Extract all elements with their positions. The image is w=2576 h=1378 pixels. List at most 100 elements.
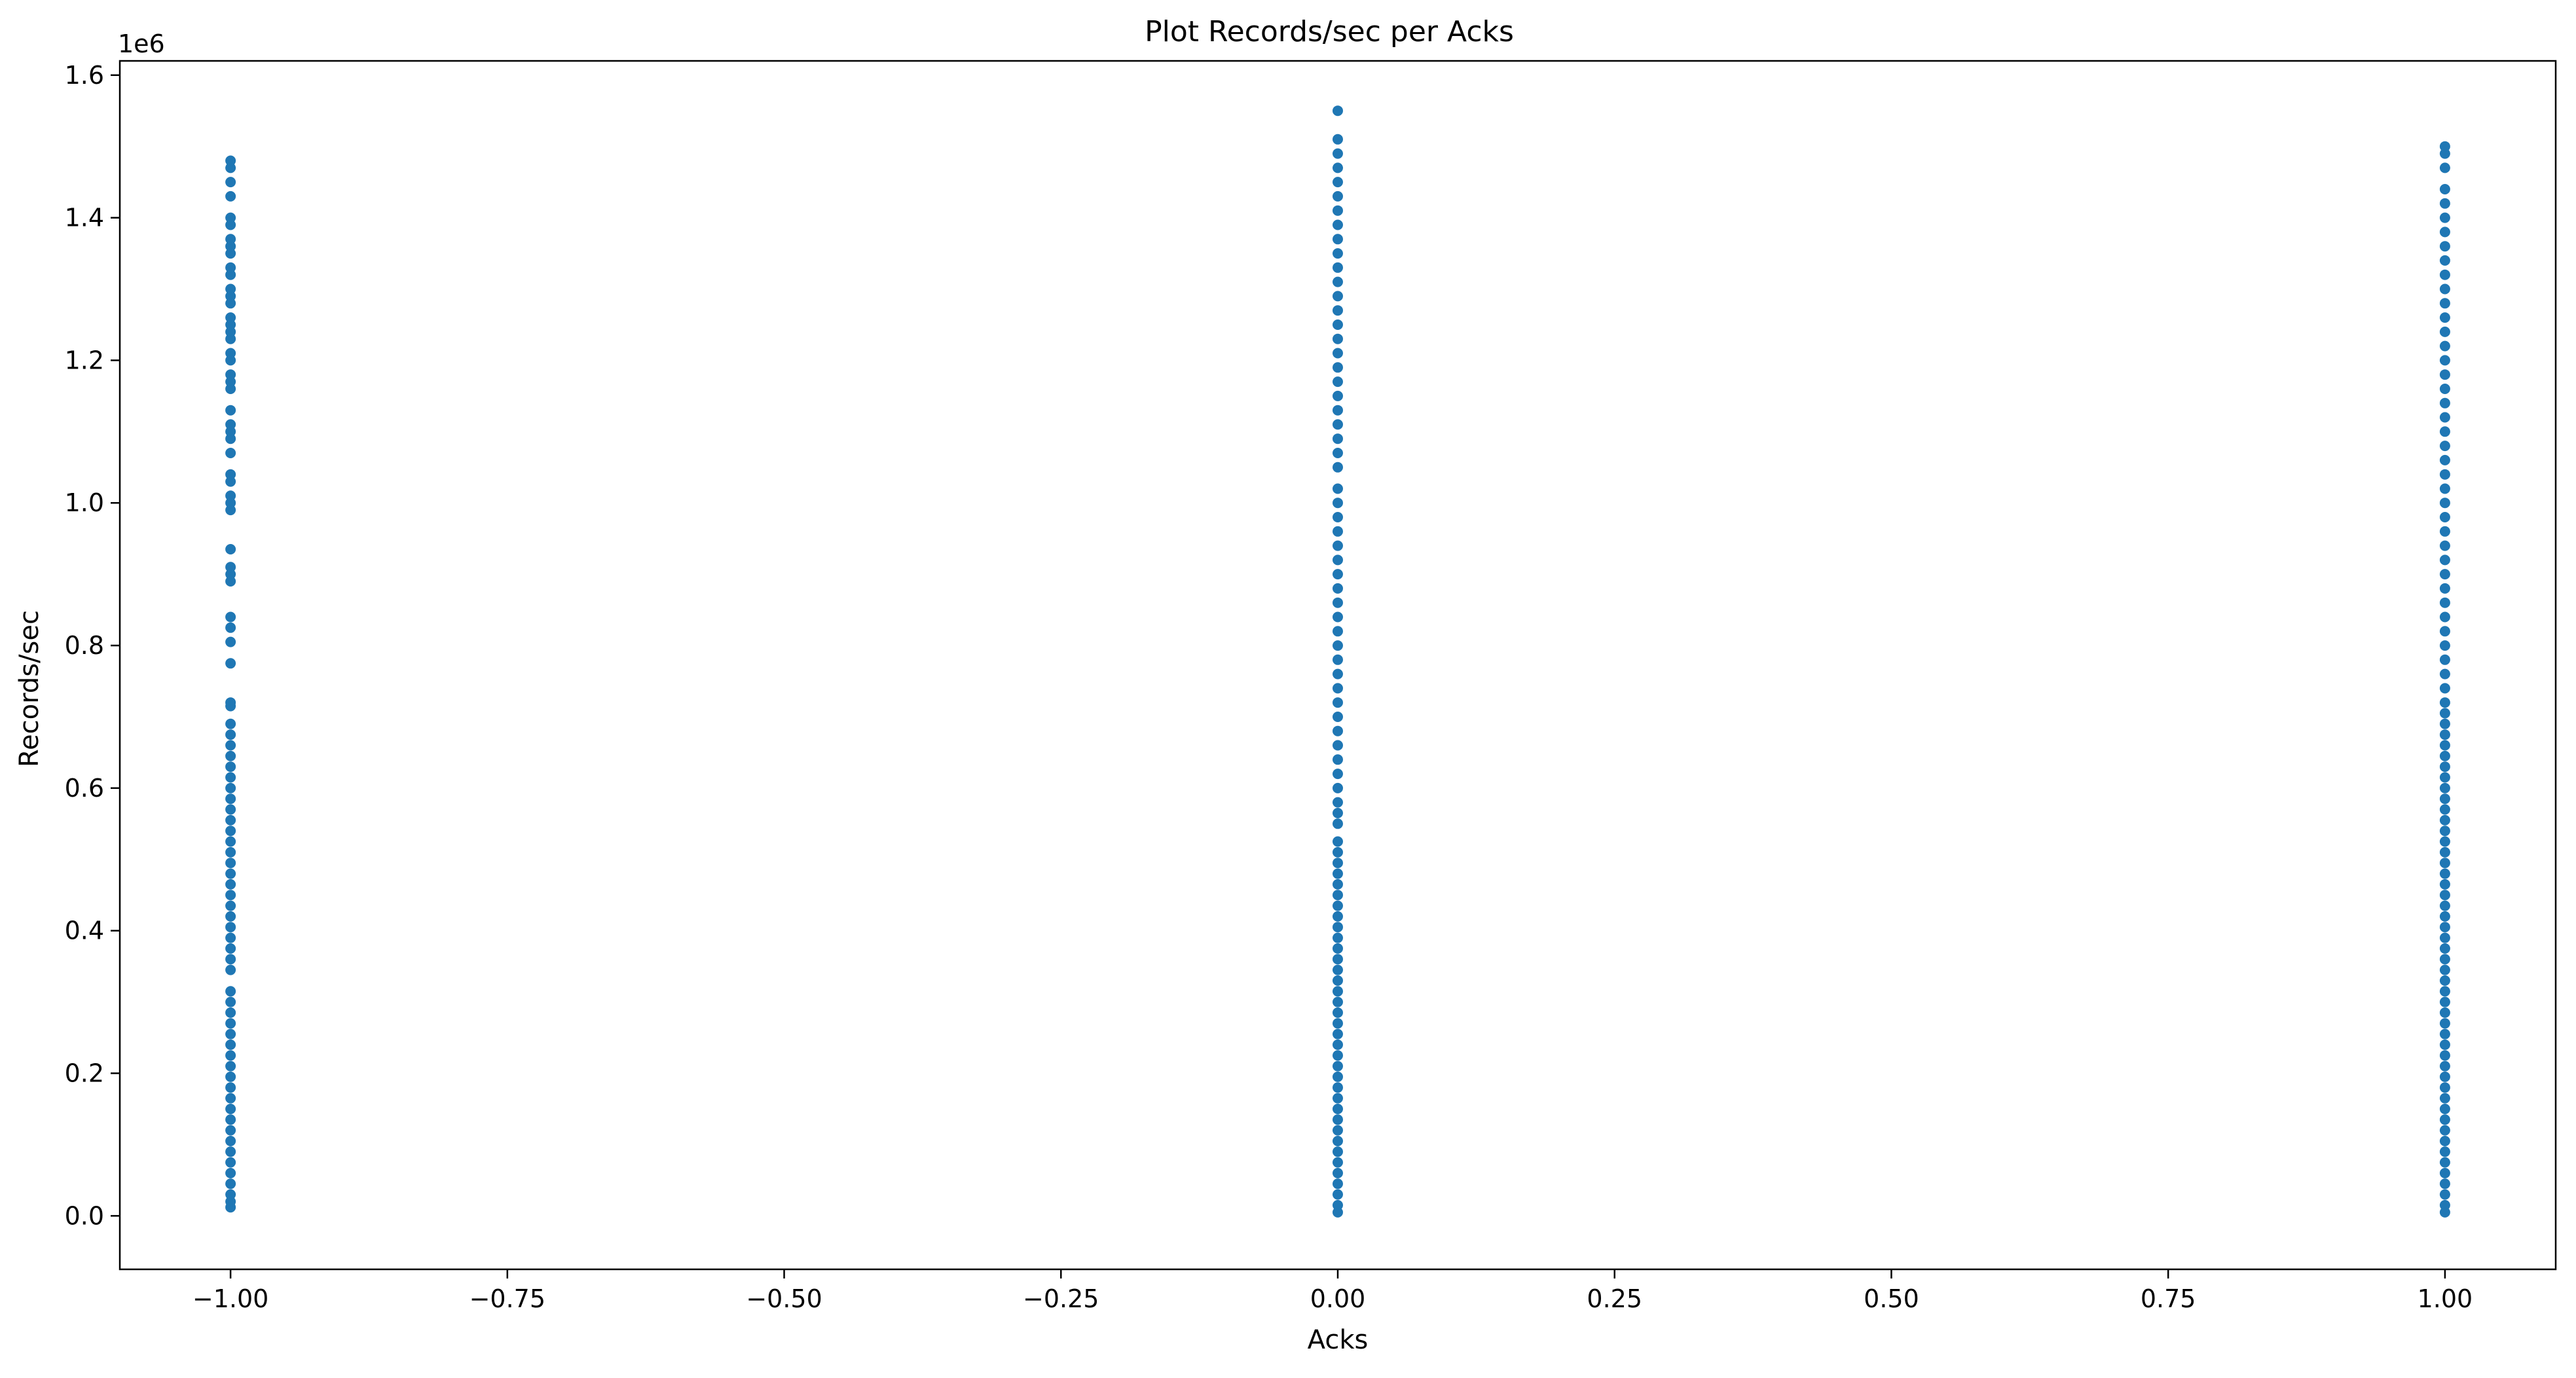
data-point <box>1333 148 1343 159</box>
data-point <box>225 1114 236 1125</box>
data-point <box>1333 540 1343 551</box>
data-point <box>225 369 236 380</box>
data-point <box>225 1007 236 1018</box>
data-point <box>2439 469 2450 480</box>
data-points <box>225 105 2450 1218</box>
data-point <box>2439 141 2450 152</box>
data-point <box>1333 975 1343 986</box>
data-point <box>1333 448 1343 458</box>
data-point <box>1333 419 1343 430</box>
data-point <box>225 622 236 633</box>
data-point <box>1333 836 1343 847</box>
data-point <box>2439 369 2450 380</box>
data-point <box>225 234 236 245</box>
data-point <box>1333 943 1343 954</box>
data-point <box>1333 697 1343 708</box>
data-point <box>225 1125 236 1136</box>
x-tick-label: 0.25 <box>1587 1284 1642 1313</box>
data-point <box>225 740 236 751</box>
data-point <box>1333 390 1343 401</box>
data-point <box>2439 793 2450 805</box>
data-point <box>2439 1082 2450 1093</box>
x-tick-label: −0.75 <box>469 1284 545 1313</box>
data-point <box>2439 162 2450 173</box>
x-tick-label: 1.00 <box>2418 1284 2473 1313</box>
data-point <box>225 846 236 858</box>
data-point <box>225 419 236 430</box>
data-point <box>1333 911 1343 922</box>
data-point <box>2439 1157 2450 1168</box>
data-point <box>225 718 236 729</box>
data-point <box>2439 1200 2450 1210</box>
data-point <box>2439 184 2450 194</box>
data-point <box>2439 1007 2450 1018</box>
data-point <box>1333 725 1343 736</box>
data-point <box>1333 498 1343 509</box>
data-point <box>2439 512 2450 522</box>
data-point <box>225 283 236 295</box>
data-point <box>225 761 236 772</box>
data-point <box>225 636 236 647</box>
data-point <box>2439 1114 2450 1125</box>
data-point <box>1333 190 1343 202</box>
data-point <box>2439 483 2450 494</box>
data-point <box>2439 954 2450 965</box>
data-point <box>225 1082 236 1093</box>
data-point <box>1333 879 1343 890</box>
data-point <box>2439 1189 2450 1200</box>
data-point <box>1333 248 1343 259</box>
data-point <box>2439 1178 2450 1189</box>
data-point <box>1333 234 1343 245</box>
data-point <box>1333 1028 1343 1040</box>
data-point <box>225 911 236 922</box>
data-point <box>1333 808 1343 818</box>
data-point <box>225 1061 236 1072</box>
data-point <box>1333 569 1343 580</box>
data-point <box>1333 954 1343 965</box>
chart-title: Plot Records/sec per Acks <box>1145 15 1514 48</box>
data-point <box>2439 858 2450 869</box>
data-point <box>225 611 236 623</box>
data-point <box>2439 441 2450 452</box>
data-point <box>1333 433 1343 444</box>
data-point <box>2439 922 2450 933</box>
data-point <box>2439 814 2450 825</box>
data-point <box>2439 740 2450 751</box>
data-point <box>225 1157 236 1168</box>
data-point <box>1333 858 1343 869</box>
data-point <box>1333 526 1343 537</box>
data-point <box>1333 362 1343 373</box>
data-point <box>2439 708 2450 719</box>
data-point <box>2439 1146 2450 1157</box>
data-point <box>2439 825 2450 837</box>
data-point <box>225 1018 236 1029</box>
data-point <box>1333 597 1343 608</box>
data-point <box>1333 1071 1343 1082</box>
data-point <box>1333 932 1343 943</box>
data-point <box>2439 312 2450 323</box>
data-point <box>1333 1093 1343 1104</box>
y-tick-label: 0.8 <box>65 631 104 660</box>
data-point <box>1333 996 1343 1007</box>
data-point <box>1333 900 1343 911</box>
data-point <box>2439 283 2450 295</box>
data-point <box>2439 454 2450 465</box>
data-point <box>1333 986 1343 997</box>
data-point <box>225 490 236 501</box>
data-point <box>2439 890 2450 901</box>
data-point <box>2439 1125 2450 1136</box>
data-point <box>1333 782 1343 793</box>
data-point <box>225 1146 236 1157</box>
data-point <box>2439 846 2450 858</box>
data-point <box>2439 326 2450 337</box>
data-point <box>225 262 236 273</box>
data-point <box>1333 1200 1343 1210</box>
data-point <box>1333 262 1343 273</box>
data-point <box>1333 1082 1343 1093</box>
data-point <box>1333 964 1343 975</box>
data-point <box>225 729 236 740</box>
data-point <box>225 782 236 793</box>
data-point <box>225 922 236 933</box>
data-point <box>225 954 236 965</box>
data-point <box>1333 105 1343 117</box>
